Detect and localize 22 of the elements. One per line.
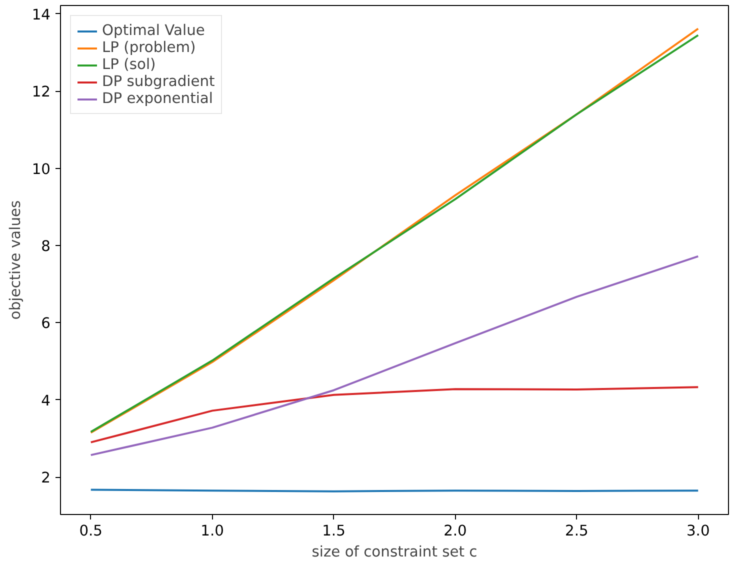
x-axis-title: size of constraint set c	[312, 544, 478, 560]
y-axis-title: objective values	[6, 200, 24, 320]
legend-label: LP (problem)	[102, 39, 196, 56]
x-tick-label: 2.5	[565, 522, 588, 540]
y-tick-label: 8	[41, 238, 51, 256]
y-tick-label: 6	[41, 315, 51, 332]
legend-label: LP (sol)	[102, 56, 156, 73]
legend-label: DP subgradient	[102, 73, 215, 90]
y-tick-label: 14	[32, 6, 51, 24]
y-tick-label: 12	[32, 84, 51, 101]
y-tick-label: 2	[41, 470, 51, 487]
x-tick-label: 1.5	[322, 522, 346, 540]
legend-label: DP exponential	[102, 90, 213, 107]
x-tick-label: 3.0	[686, 522, 710, 540]
x-tick-label: 2.0	[444, 522, 467, 540]
y-tick-label: 4	[41, 392, 51, 410]
y-tick-label: 10	[32, 160, 51, 178]
x-tick-label: 0.5	[79, 522, 103, 540]
x-tick-label: 1.0	[200, 522, 224, 540]
line-series	[90, 386, 700, 444]
legend-label: Optimal Value	[102, 22, 205, 39]
line-series	[90, 255, 700, 456]
